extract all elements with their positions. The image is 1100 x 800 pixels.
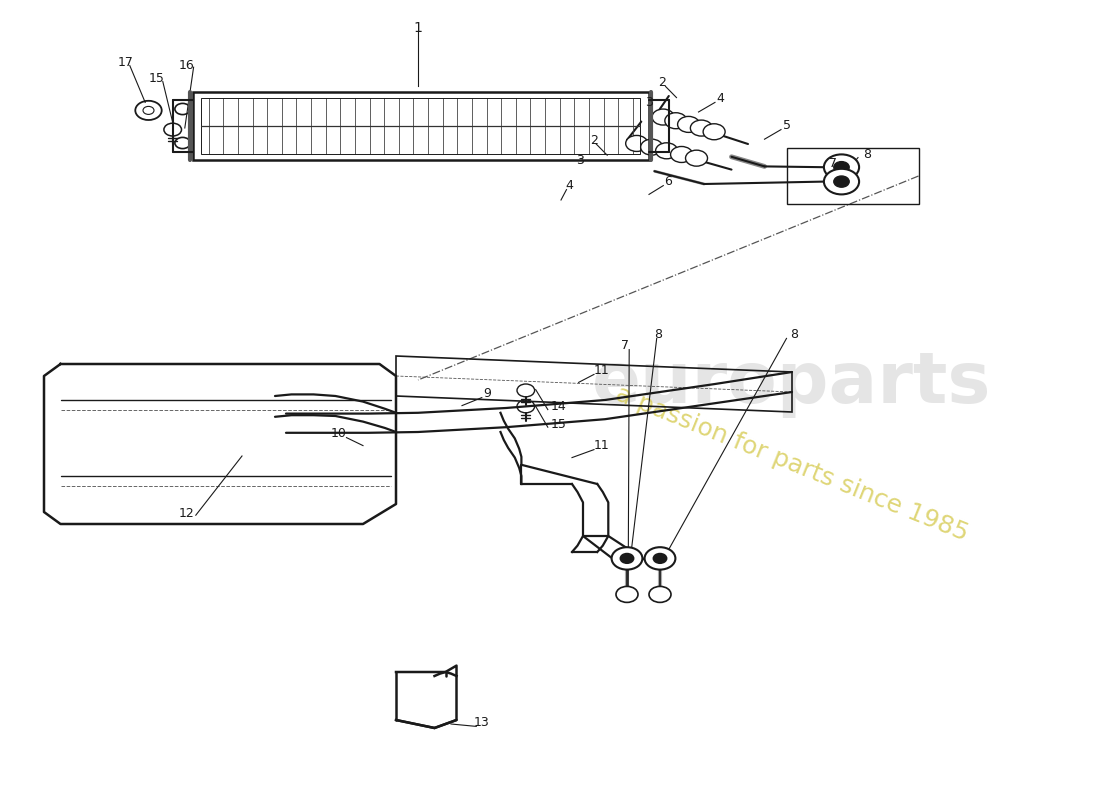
Text: 7: 7 xyxy=(620,339,629,352)
Text: 16: 16 xyxy=(178,59,194,72)
Circle shape xyxy=(649,586,671,602)
Text: 3: 3 xyxy=(575,154,584,166)
Text: 8: 8 xyxy=(790,328,799,341)
Text: 4: 4 xyxy=(716,92,725,105)
Bar xyxy=(192,92,649,160)
Text: europarts: europarts xyxy=(592,350,992,418)
Circle shape xyxy=(645,547,675,570)
Circle shape xyxy=(612,547,642,570)
Circle shape xyxy=(834,162,849,173)
Text: 11: 11 xyxy=(594,364,609,377)
Text: 8: 8 xyxy=(653,328,662,341)
Circle shape xyxy=(620,554,634,563)
Text: 11: 11 xyxy=(594,439,609,452)
Circle shape xyxy=(640,139,662,155)
Text: 1: 1 xyxy=(414,21,422,35)
Circle shape xyxy=(652,109,674,125)
Text: 2: 2 xyxy=(658,76,667,89)
Text: 9: 9 xyxy=(483,387,492,400)
Text: 10: 10 xyxy=(331,427,346,440)
Circle shape xyxy=(703,124,725,140)
Circle shape xyxy=(834,176,849,187)
Circle shape xyxy=(824,154,859,180)
Text: 14: 14 xyxy=(551,400,566,413)
Circle shape xyxy=(678,116,700,132)
Circle shape xyxy=(691,120,713,136)
Text: 4: 4 xyxy=(565,179,574,192)
Text: 12: 12 xyxy=(178,507,194,520)
Circle shape xyxy=(653,554,667,563)
Bar xyxy=(201,98,640,154)
Circle shape xyxy=(616,586,638,602)
Text: 2: 2 xyxy=(590,134,598,146)
Circle shape xyxy=(824,169,859,194)
Circle shape xyxy=(656,142,678,158)
Text: 13: 13 xyxy=(474,716,490,729)
Circle shape xyxy=(671,146,693,162)
Circle shape xyxy=(664,113,686,129)
Text: 8: 8 xyxy=(862,148,871,161)
Circle shape xyxy=(626,135,648,151)
Text: 15: 15 xyxy=(551,418,566,430)
Text: 3: 3 xyxy=(645,96,653,109)
Text: 17: 17 xyxy=(118,56,133,69)
Text: 5: 5 xyxy=(782,119,791,132)
Text: 15: 15 xyxy=(148,72,164,85)
Text: 6: 6 xyxy=(663,175,672,188)
Text: 7: 7 xyxy=(828,157,837,170)
Circle shape xyxy=(685,150,707,166)
Text: a passion for parts since 1985: a passion for parts since 1985 xyxy=(613,382,971,546)
